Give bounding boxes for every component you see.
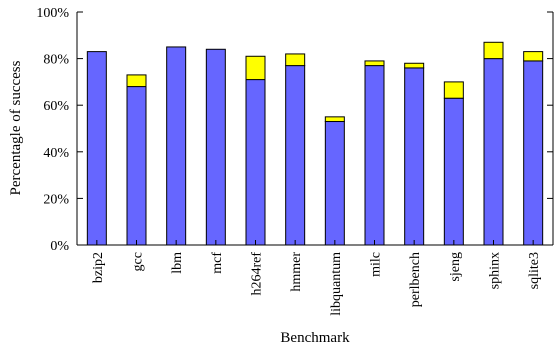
bar-sjeng-segment-1 [443,97,464,246]
y-tick-label: 100% [36,6,69,21]
bar-gcc-segment-2 [126,74,147,88]
bar-sphinx-segment-1 [483,58,504,246]
x-tick-label-milc: milc [369,252,384,277]
bar-milc-segment-2 [364,60,385,67]
x-tick-label-mcf: mcf [210,252,225,274]
bar-hmmer-segment-2 [285,53,306,67]
bar-sqlite3-segment-1 [523,60,544,246]
x-ticks-group: bzip2 gcc lbm mcf h264ref hmmer libquantum milc… [91,240,542,316]
y-tick-label: 20% [43,192,69,207]
x-tick-label-sqlite3: sqlite3 [527,252,542,289]
x-tick-label-bzip2: bzip2 [91,252,106,283]
bar-mcf-segment-1 [205,48,226,246]
y-ticks-group: 0% 20% 40% 60% 80% 100% [36,6,553,254]
x-tick-label-sjeng: sjeng [448,252,463,282]
bars-group [86,41,544,246]
y-tick-label: 40% [43,146,69,161]
x-tick-label-lbm: lbm [170,252,185,274]
bar-lbm-segment-1 [166,46,187,246]
x-tick-label-hmmer: hmmer [289,252,304,292]
bar-gcc-segment-1 [126,86,147,246]
bar-milc-segment-1 [364,65,385,246]
bar-perlbench-segment-2 [404,62,425,69]
x-tick-label-h264ref: h264ref [250,252,265,296]
bar-libquantum-segment-1 [324,121,345,246]
x-axis-label: Benchmark [280,330,350,346]
bar-libquantum-segment-2 [324,116,345,123]
bar-sphinx-segment-2 [483,41,504,60]
axes-group [76,12,554,246]
x-tick-label-perlbench: perlbench [408,252,423,307]
bar-h264ref-segment-1 [245,79,266,246]
y-axis-label: Percentagle of success [8,60,24,195]
bar-sjeng-segment-2 [443,81,464,99]
bar-hmmer-segment-1 [285,65,306,246]
bar-h264ref-segment-2 [245,55,266,81]
bar-perlbench-segment-1 [404,67,425,246]
bar-sqlite3-segment-2 [523,51,544,62]
x-tick-label-sphinx: sphinx [488,252,503,289]
x-tick-label-libquantum: libquantum [329,252,344,316]
y-tick-label: 0% [50,239,69,254]
y-tick-label: 60% [43,99,69,114]
x-tick-label-gcc: gcc [131,252,146,271]
y-tick-label: 80% [43,53,69,68]
bar-bzip2-segment-1 [86,51,107,246]
